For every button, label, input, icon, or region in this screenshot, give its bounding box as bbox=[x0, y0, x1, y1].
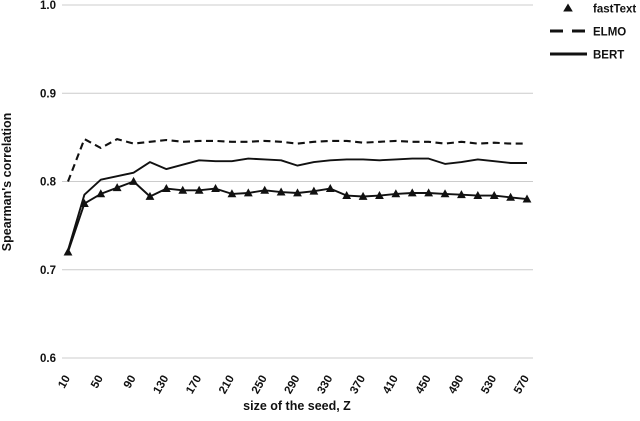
bert-series-line bbox=[67, 157, 527, 251]
fasttext-triangle-marker bbox=[161, 183, 171, 192]
x-tick-label-210: 210 bbox=[217, 374, 237, 397]
fasttext-triangle-marker bbox=[391, 189, 401, 198]
x-axis-title: size of the seed, Z bbox=[243, 399, 351, 413]
x-tick-label-570: 570 bbox=[512, 374, 532, 397]
x-tick-label-50: 50 bbox=[89, 374, 106, 391]
fasttext-triangle-marker bbox=[309, 186, 319, 195]
fasttext-triangle-marker bbox=[276, 187, 286, 196]
series-lines bbox=[63, 138, 532, 256]
legend-label-fasttext: fastText bbox=[593, 4, 636, 16]
fasttext-triangle-marker bbox=[358, 191, 368, 200]
x-tick-label-450: 450 bbox=[414, 374, 434, 397]
gridlines bbox=[62, 4, 533, 359]
y-tick-label-0.8: 0.8 bbox=[40, 177, 57, 189]
x-tick-label-170: 170 bbox=[184, 374, 204, 397]
fasttext-triangle-marker bbox=[473, 191, 483, 200]
fasttext-triangle-marker bbox=[375, 191, 384, 200]
x-tick-label-490: 490 bbox=[447, 374, 467, 397]
legend: fastText ELMO BERT bbox=[550, 3, 636, 62]
elmo-series-line bbox=[67, 138, 527, 182]
fasttext-triangle-marker bbox=[489, 191, 499, 200]
fasttext-triangle-marker bbox=[424, 188, 434, 197]
y-tick-label-0.7: 0.7 bbox=[40, 265, 56, 277]
y-tick-label-0.9: 0.9 bbox=[40, 88, 56, 100]
fasttext-triangle-marker bbox=[260, 185, 270, 194]
fasttext-triangle-marker bbox=[457, 190, 466, 199]
legend-label-bert: BERT bbox=[593, 50, 624, 62]
legend-label-elmo: ELMO bbox=[593, 27, 626, 39]
fasttext-triangle-marker bbox=[112, 183, 122, 192]
fasttext-legend-triangle-marker bbox=[563, 3, 573, 12]
fasttext-triangle-marker bbox=[440, 189, 450, 198]
fasttext-triangle-marker bbox=[325, 183, 335, 192]
y-axis-title: Spearman's correlation bbox=[0, 113, 14, 251]
x-tick-label-330: 330 bbox=[315, 374, 335, 397]
x-tick-label-530: 530 bbox=[479, 373, 499, 396]
x-tick-label-130: 130 bbox=[151, 374, 171, 397]
fasttext-triangle-marker bbox=[293, 188, 302, 197]
fasttext-triangle-marker bbox=[63, 247, 73, 256]
y-tick-label-1.0: 1.0 bbox=[40, 0, 56, 12]
y-tick-label-0.6: 0.6 bbox=[40, 353, 56, 365]
fasttext-triangle-marker bbox=[178, 185, 188, 194]
x-tick-label-370: 370 bbox=[348, 374, 368, 397]
x-tick-label-90: 90 bbox=[122, 374, 139, 391]
fasttext-triangle-marker bbox=[194, 185, 204, 194]
x-tick-label-250: 250 bbox=[250, 374, 270, 397]
fasttext-triangle-marker bbox=[145, 191, 155, 200]
x-tick-label-290: 290 bbox=[283, 374, 303, 397]
fasttext-triangle-marker bbox=[342, 191, 352, 200]
axis-tick-labels: 1.0 0.9 0.8 0.7 0.610 50 90 130 170 210 250 290 330 3… bbox=[40, 0, 532, 396]
fasttext-triangle-marker bbox=[96, 189, 106, 198]
fasttext-triangle-marker bbox=[243, 188, 253, 197]
fasttext-triangle-marker bbox=[407, 188, 417, 197]
fasttext-triangle-marker bbox=[211, 183, 220, 192]
fasttext-triangle-marker bbox=[227, 189, 237, 198]
fasttext-triangle-marker bbox=[522, 194, 532, 203]
fasttext-triangle-marker bbox=[506, 192, 516, 201]
x-tick-label-10: 10 bbox=[56, 374, 73, 391]
x-tick-label-410: 410 bbox=[381, 374, 401, 397]
fasttext-triangle-marker bbox=[129, 176, 138, 185]
